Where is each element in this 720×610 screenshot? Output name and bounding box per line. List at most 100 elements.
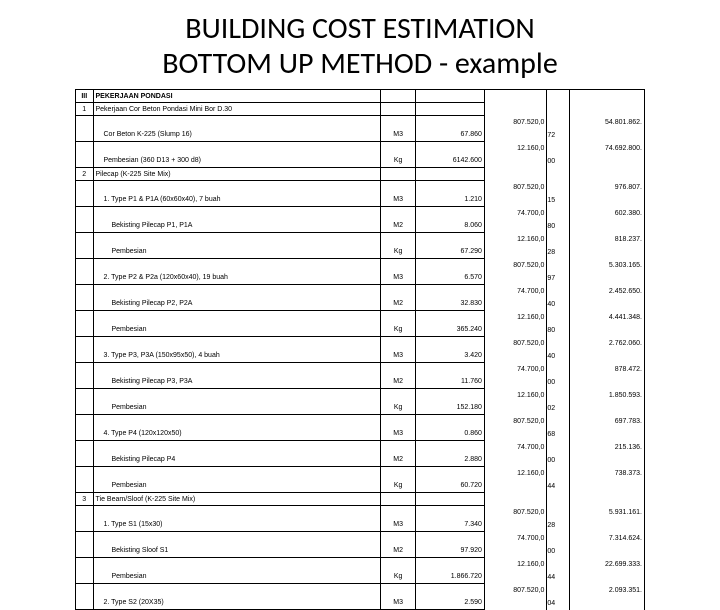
unit-price: 74.700,0 [484,532,547,545]
price-suffix: 28 [547,246,570,259]
item-desc: 4. Type P4 (120x120x50) [93,428,381,441]
item-desc: 2. Type S2 (20X35) [93,597,381,610]
unit-price: 807.520,0 [484,181,547,194]
amount: 5.931.161. [569,506,644,519]
unit-price: 12.160,0 [484,467,547,480]
item-unit: M3 [381,272,416,285]
item-qty: 67.860 [416,129,485,142]
price-suffix: 00 [547,545,570,558]
price-suffix: 15 [547,194,570,207]
amount: 74.692.800. [569,142,644,155]
amount: 2.093.351. [569,584,644,597]
amount: 602.380. [569,207,644,220]
item-desc: Bekisting Sloof S1 [93,545,381,558]
price-suffix: 68 [547,428,570,441]
amount: 818.237. [569,233,644,246]
item-desc: Pembesian [93,246,381,259]
estimation-table: IIIPEKERJAAN PONDASI1Pekerjaan Cor Beton… [75,89,645,610]
price-suffix: 44 [547,480,570,493]
price-suffix: 04 [547,597,570,610]
item-qty: 32.830 [416,298,485,311]
group-num: 1 [76,103,94,116]
unit-price: 12.160,0 [484,311,547,324]
group-label: Pilecap (K-225 Site Mix) [93,168,381,181]
amount: 5.303.165. [569,259,644,272]
estimation-table-wrap: IIIPEKERJAAN PONDASI1Pekerjaan Cor Beton… [0,89,720,610]
item-qty: 3.420 [416,350,485,363]
item-desc: Bekisting Pilecap P2, P2A [93,298,381,311]
section-num: III [76,90,94,103]
unit-price: 807.520,0 [484,506,547,519]
page-title: BUILDING COST ESTIMATION BOTTOM UP METHO… [0,0,720,89]
item-qty: 365.240 [416,324,485,337]
item-desc: 1. Type S1 (15x30) [93,519,381,532]
item-qty: 60.720 [416,480,485,493]
unit-price: 807.520,0 [484,259,547,272]
item-desc: Bekisting Pilecap P3, P3A [93,376,381,389]
item-qty: 6.570 [416,272,485,285]
unit-price: 74.700,0 [484,285,547,298]
item-desc: Cor Beton K-225 (Slump 16) [93,129,381,142]
price-suffix: 02 [547,402,570,415]
item-unit: Kg [381,246,416,259]
item-desc: Pembesian [93,480,381,493]
price-suffix: 28 [547,519,570,532]
item-unit: M3 [381,129,416,142]
item-desc: Bekisting Pilecap P1, P1A [93,220,381,233]
group-num: 3 [76,493,94,506]
item-unit: M3 [381,194,416,207]
price-suffix: 44 [547,571,570,584]
item-qty: 8.060 [416,220,485,233]
amount: 1.850.593. [569,389,644,402]
item-unit: M3 [381,597,416,610]
price-suffix: 00 [547,155,570,168]
item-unit: Kg [381,324,416,337]
item-unit: M2 [381,454,416,467]
item-qty: 1.866.720 [416,571,485,584]
item-unit: M3 [381,519,416,532]
item-qty: 97.920 [416,545,485,558]
unit-price: 74.700,0 [484,441,547,454]
item-desc: 3. Type P3, P3A (150x95x50), 4 buah [93,350,381,363]
item-qty: 0.860 [416,428,485,441]
price-suffix: 80 [547,220,570,233]
amount: 697.783. [569,415,644,428]
item-unit: Kg [381,155,416,168]
group-label: Tie Beam/Sloof (K-225 Site Mix) [93,493,381,506]
item-qty: 67.290 [416,246,485,259]
unit-price: 12.160,0 [484,233,547,246]
item-desc: 2. Type P2 & P2a (120x60x40), 19 buah [93,272,381,285]
item-desc: Pembesian (360 D13 + 300 d8) [93,155,381,168]
amount: 878.472. [569,363,644,376]
unit-price: 12.160,0 [484,142,547,155]
unit-price: 12.160,0 [484,558,547,571]
title-line-1: BUILDING COST ESTIMATION [185,10,535,47]
price-suffix: 00 [547,454,570,467]
item-qty: 1.210 [416,194,485,207]
price-suffix: 40 [547,298,570,311]
item-desc: 1. Type P1 & P1A (60x60x40), 7 buah [93,194,381,207]
item-qty: 2.880 [416,454,485,467]
item-unit: Kg [381,480,416,493]
amount: 7.314.624. [569,532,644,545]
item-unit: M3 [381,428,416,441]
item-unit: M2 [381,376,416,389]
item-unit: M3 [381,350,416,363]
item-unit: Kg [381,571,416,584]
unit-price: 807.520,0 [484,337,547,350]
amount: 4.441.348. [569,311,644,324]
item-unit: M2 [381,220,416,233]
unit-price: 74.700,0 [484,207,547,220]
price-suffix: 40 [547,350,570,363]
amount: 738.373. [569,467,644,480]
unit-price: 12.160,0 [484,389,547,402]
price-suffix: 80 [547,324,570,337]
item-unit: M2 [381,545,416,558]
unit-price: 74.700,0 [484,363,547,376]
amount: 976.807. [569,181,644,194]
unit-price: 807.520,0 [484,584,547,597]
amount: 54.801.862. [569,116,644,129]
amount: 2.762.060. [569,337,644,350]
item-desc: Pembesian [93,402,381,415]
group-label: Pekerjaan Cor Beton Pondasi Mini Bor D.3… [93,103,381,116]
